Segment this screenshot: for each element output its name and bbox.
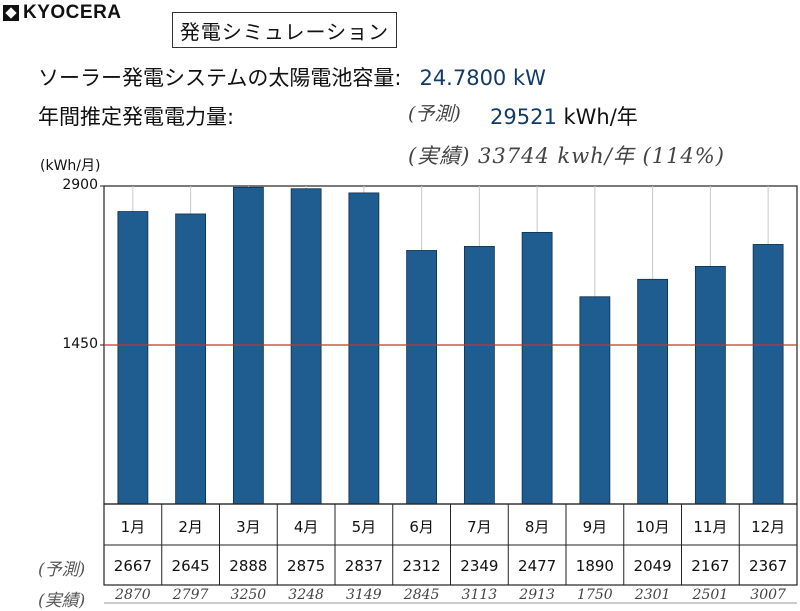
actual-annual-handwritten: (実績) 33744 kwh/年 (114%) [408, 144, 725, 168]
actual-value: 3149 [346, 587, 382, 603]
predicted-annual: 29521 kWh/年 [490, 101, 638, 131]
y-tick-label: 1450 [62, 336, 98, 352]
bar-6 [406, 250, 438, 505]
actual-value: 3248 [288, 587, 324, 603]
month-label: 11月 [693, 518, 728, 536]
capacity-value: 24.7800 kW [419, 66, 546, 90]
predicted-row-label: (予測) [38, 560, 86, 580]
actual-value: 3113 [461, 587, 498, 603]
actual-value: 2870 [115, 587, 151, 603]
kyocera-logo: KYOCERA [2, 2, 122, 24]
month-label: 2月 [178, 518, 203, 536]
month-label: 12月 [751, 518, 786, 536]
bar-7 [463, 246, 495, 505]
logo-text: KYOCERA [23, 2, 122, 23]
month-label: 3月 [236, 518, 261, 536]
capacity-label: ソーラー発電システムの太陽電池容量: [38, 66, 402, 90]
bar-4 [290, 188, 322, 505]
actual-value: 1750 [577, 587, 613, 603]
actual-value: 2913 [519, 587, 555, 603]
bar-10 [637, 278, 669, 505]
actual-value: 3007 [750, 587, 786, 603]
predicted-value: 2312 [402, 557, 441, 575]
y-axis-unit-label: (kWh/月) [40, 158, 101, 174]
actual-value: 2845 [403, 587, 440, 603]
month-label: 8月 [524, 518, 550, 536]
actual-value: 2301 [634, 587, 671, 603]
predicted-value: 2477 [518, 557, 557, 575]
predicted-value: 2645 [171, 557, 210, 575]
predicted-value: 1890 [575, 557, 614, 575]
bar-2 [175, 213, 207, 505]
predicted-value: 2049 [633, 557, 672, 575]
predicted-handwritten-label: (予測) [408, 103, 461, 125]
actual-value: 2501 [692, 587, 729, 603]
predicted-value: 2667 [113, 557, 152, 575]
actual-value: 3250 [230, 587, 267, 603]
predicted-value: 2167 [691, 557, 730, 575]
actual-value: 2797 [172, 587, 209, 603]
month-label: 1月 [120, 518, 146, 536]
kyocera-logo-icon [3, 5, 19, 21]
capacity-line: ソーラー発電システムの太陽電池容量: 24.7800 kW [38, 62, 546, 92]
bar-1 [117, 211, 149, 505]
bar-9 [579, 296, 611, 505]
predicted-value: 2367 [749, 557, 788, 575]
month-label: 4月 [293, 518, 319, 536]
bar-3 [232, 186, 264, 505]
predicted-value: 2875 [287, 557, 326, 575]
month-label: 10月 [635, 518, 670, 536]
predicted-value: 2349 [460, 557, 499, 575]
predicted-value: 2837 [344, 557, 383, 575]
bar-11 [694, 265, 726, 505]
month-label: 6月 [409, 518, 434, 536]
actual-row-label: (実績) [38, 591, 86, 611]
annual-label: 年間推定発電電力量: [38, 105, 235, 129]
y-tick-label: 2900 [62, 177, 98, 193]
predicted-annual-unit: kWh/年 [556, 105, 638, 129]
page-title: 発電シミュレーション [172, 12, 397, 48]
bar-12 [752, 244, 784, 505]
predicted-annual-value: 29521 [490, 105, 557, 129]
month-label: 7月 [467, 518, 492, 536]
month-label: 5月 [351, 518, 377, 536]
month-label: 9月 [582, 518, 608, 536]
predicted-value: 2888 [229, 557, 268, 575]
bar-8 [521, 231, 553, 505]
bar-5 [348, 192, 380, 505]
